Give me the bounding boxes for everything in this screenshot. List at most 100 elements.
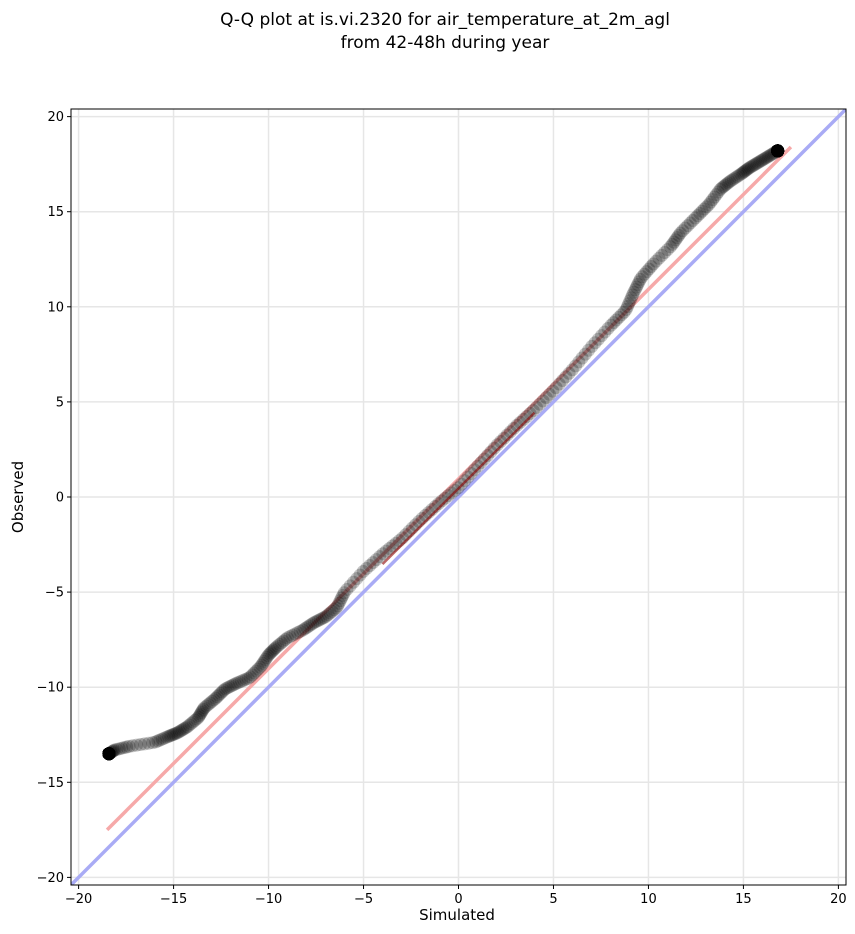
- quantile-point: [635, 270, 649, 284]
- quantile-point: [356, 564, 370, 578]
- quantile-point: [102, 747, 116, 761]
- quantile-point: [771, 144, 785, 158]
- quantile-point: [102, 747, 116, 761]
- quantile-point: [695, 204, 709, 218]
- quantile-point: [360, 561, 374, 575]
- quantile-point: [569, 359, 583, 373]
- quantile-point: [350, 572, 364, 586]
- quantile-point: [102, 747, 116, 761]
- quantile-point: [102, 747, 116, 761]
- quantile-point: [771, 144, 785, 158]
- quantile-point: [102, 747, 116, 761]
- quantile-point: [264, 646, 278, 660]
- quantile-point: [771, 144, 785, 158]
- quantile-point: [678, 221, 692, 235]
- quantile-point: [102, 747, 116, 761]
- quantile-point: [102, 747, 116, 761]
- quantile-point: [102, 747, 116, 761]
- quantile-point: [258, 652, 272, 666]
- quantile-point: [102, 747, 116, 761]
- quantile-point: [704, 195, 718, 209]
- quantile-point: [182, 718, 196, 732]
- quantile-point: [726, 172, 740, 186]
- quantile-point: [343, 579, 357, 593]
- quantile-point: [102, 747, 116, 761]
- quantile-point: [102, 747, 116, 761]
- quantile-point: [102, 747, 116, 761]
- quantile-point: [102, 747, 116, 761]
- quantile-point: [771, 144, 785, 158]
- quantile-point: [755, 153, 769, 167]
- y-tick-label: 10: [47, 300, 64, 315]
- quantile-point: [102, 747, 116, 761]
- quantile-point: [771, 144, 785, 158]
- quantile-point: [771, 144, 785, 158]
- quantile-point: [269, 641, 283, 655]
- quantile-point: [771, 144, 785, 158]
- quantile-point: [102, 747, 116, 761]
- quantile-point: [771, 144, 785, 158]
- quantile-point: [102, 747, 116, 761]
- quantile-point: [771, 144, 785, 158]
- quantile-point: [102, 747, 116, 761]
- quantile-point: [102, 747, 116, 761]
- quantile-point: [308, 615, 322, 629]
- quantile-point: [102, 747, 116, 761]
- quantile-point: [707, 190, 721, 204]
- quantile-point: [102, 747, 116, 761]
- quantile-point: [771, 144, 785, 158]
- quantile-point: [739, 163, 753, 177]
- quantile-point: [256, 656, 270, 670]
- quantile-point: [102, 747, 116, 761]
- quantile-point: [102, 747, 116, 761]
- y-tick-label: 0: [56, 491, 64, 506]
- quantile-point: [771, 144, 785, 158]
- quantile-point: [771, 144, 785, 158]
- quantile-point: [163, 729, 177, 743]
- quantile-point: [771, 144, 785, 158]
- quantile-point: [711, 185, 725, 199]
- quantile-point: [633, 272, 647, 286]
- quantile-point: [771, 144, 785, 158]
- quantile-point: [327, 603, 341, 617]
- quantile-point: [751, 156, 765, 170]
- quantile-point: [102, 747, 116, 761]
- quantile-point: [757, 152, 771, 166]
- quantile-point: [102, 747, 116, 761]
- quantile-point: [771, 144, 785, 158]
- quantile-point: [102, 747, 116, 761]
- quantile-point: [445, 486, 459, 500]
- quantile-point: [740, 162, 754, 176]
- quantile-point: [363, 559, 377, 573]
- quantile-point: [102, 747, 116, 761]
- quantile-point: [280, 631, 294, 645]
- quantile-point: [102, 747, 116, 761]
- quantile-point: [102, 747, 116, 761]
- x-tick-label: −5: [354, 892, 373, 907]
- quantile-point: [102, 747, 116, 761]
- quantile-point: [632, 275, 646, 289]
- quantile-point: [771, 144, 785, 158]
- quantile-point: [771, 144, 785, 158]
- quantile-point: [559, 370, 573, 384]
- quantile-point: [102, 747, 116, 761]
- quantile-point: [595, 329, 609, 343]
- quantile-point: [771, 144, 785, 158]
- quantile-point: [771, 144, 785, 158]
- quantile-point: [706, 193, 720, 207]
- quantile-point: [146, 736, 160, 750]
- quantile-point: [771, 144, 785, 158]
- quantile-point: [575, 351, 589, 365]
- quantile-point: [771, 144, 785, 158]
- quantile-point: [130, 738, 144, 752]
- quantile-point: [176, 723, 190, 737]
- quantile-point: [771, 144, 785, 158]
- quantile-point: [102, 747, 116, 761]
- quantile-point: [102, 747, 116, 761]
- quantile-point: [771, 144, 785, 158]
- quantile-point: [134, 738, 148, 752]
- quantile-point: [102, 747, 116, 761]
- quantile-point: [771, 144, 785, 158]
- quantile-point: [102, 747, 116, 761]
- quantile-point: [771, 144, 785, 158]
